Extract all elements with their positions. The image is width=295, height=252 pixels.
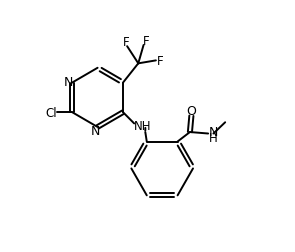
Text: N: N <box>91 125 100 138</box>
Text: F: F <box>157 55 164 68</box>
Text: N: N <box>64 76 73 89</box>
Text: H: H <box>209 131 218 144</box>
Text: F: F <box>123 36 129 49</box>
Text: Cl: Cl <box>45 106 57 119</box>
Text: NH: NH <box>134 120 151 133</box>
Text: N: N <box>209 125 218 138</box>
Text: F: F <box>142 35 149 48</box>
Text: O: O <box>186 105 196 117</box>
